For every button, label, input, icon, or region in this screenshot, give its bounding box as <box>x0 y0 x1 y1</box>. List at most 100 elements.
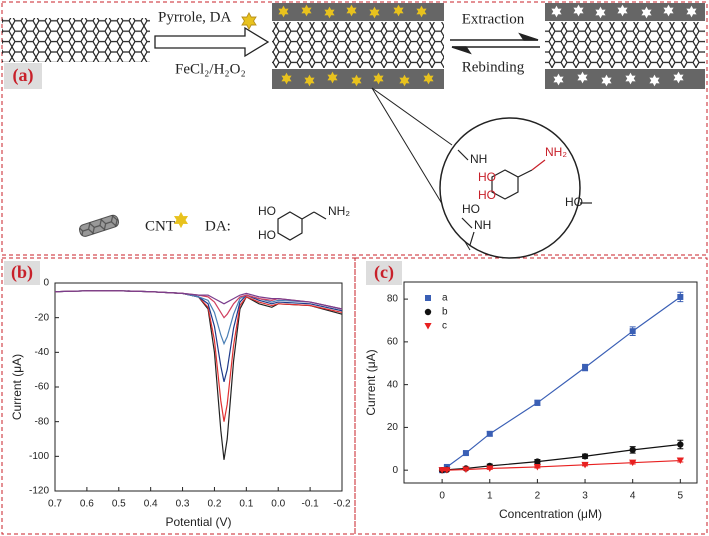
legend-label: c <box>442 321 447 332</box>
marker <box>676 457 684 465</box>
y-tick-label: 20 <box>387 422 399 433</box>
panel-frame <box>1 1 708 256</box>
x-tick-label: 3 <box>582 491 588 502</box>
legend-label: a <box>442 293 448 304</box>
legend-marker <box>424 308 432 316</box>
series-line <box>441 296 681 471</box>
marker <box>486 465 494 472</box>
marker <box>486 430 493 437</box>
plot-frame <box>403 281 698 484</box>
marker <box>581 453 589 460</box>
molecule-text: HO <box>258 204 276 218</box>
panel-label: (a) <box>13 65 34 86</box>
panel-frame <box>354 257 708 535</box>
legend-label: b <box>442 307 448 318</box>
x-axis-label: Potential (V) <box>165 515 231 529</box>
cnt-icon <box>78 214 120 237</box>
x-tick-label: 0.6 <box>80 499 94 510</box>
arrow <box>154 26 270 58</box>
x-tick-label: -0.1 <box>301 499 319 510</box>
x-tick-label: -0.2 <box>333 499 351 510</box>
x-tick-label: 4 <box>630 491 636 502</box>
x-tick-label: 0.1 <box>239 499 253 510</box>
y-tick-label: 60 <box>387 337 399 348</box>
zoom-text: HO <box>478 188 496 202</box>
panel-label-bg <box>366 261 402 285</box>
marker <box>582 364 589 371</box>
y-axis-label: Current (μA) <box>364 349 378 415</box>
series-line <box>54 290 343 422</box>
x-tick-label: 1 <box>487 491 493 502</box>
panel-label: (b) <box>11 262 33 283</box>
da-label: DA: <box>205 218 231 234</box>
legend-marker <box>424 323 432 330</box>
molecule-text: NH₂ <box>328 204 350 218</box>
marker <box>534 399 541 406</box>
marker <box>443 467 451 474</box>
reagents: Pyrrole, DA <box>158 9 231 25</box>
x-tick-label: 0.4 <box>144 499 158 510</box>
x-tick-label: 0 <box>439 491 445 502</box>
y-tick-label: -20 <box>35 312 50 323</box>
y-tick-label: -60 <box>35 382 50 393</box>
marker <box>534 458 541 465</box>
y-tick-label: -120 <box>29 486 49 497</box>
marker <box>462 466 470 474</box>
extracted-tube <box>545 3 705 89</box>
zoom-text: NH <box>470 152 487 166</box>
extraction: Extraction <box>462 11 525 27</box>
marker <box>629 328 636 335</box>
zoom-text: NH <box>474 218 491 232</box>
equilibrium-arrows <box>450 32 540 55</box>
polymer-layer <box>545 69 705 89</box>
dopamine <box>277 211 327 241</box>
marker <box>677 293 684 300</box>
series-line <box>54 290 343 310</box>
marker <box>438 467 446 474</box>
marker <box>629 459 637 467</box>
x-tick-label: 2 <box>535 491 541 502</box>
nanotube <box>272 22 444 68</box>
da-star <box>241 12 257 30</box>
y-tick-label: 0 <box>43 278 49 289</box>
cnt-label: CNT <box>145 218 175 234</box>
marker <box>581 461 589 469</box>
y-tick-label: 0 <box>392 465 398 476</box>
panel-label-bg <box>4 63 42 89</box>
rebinding: Rebinding <box>462 59 525 75</box>
y-tick-label: 40 <box>387 379 399 390</box>
zoom-text: NH₂ <box>545 145 567 159</box>
marker <box>629 446 636 454</box>
panel-frame <box>1 257 356 535</box>
oxidant: FeCl₂/H₂O₂ <box>175 61 246 77</box>
y-tick-label: -40 <box>35 347 50 358</box>
series-line <box>54 290 343 346</box>
y-tick-label: 80 <box>387 294 399 305</box>
zoom-structure <box>457 149 592 246</box>
marker <box>677 441 684 448</box>
legend-marker <box>425 295 431 301</box>
nanotube <box>2 18 150 62</box>
marker <box>462 450 469 457</box>
y-axis-label: Current (μA) <box>10 354 24 420</box>
x-tick-label: 0.2 <box>207 499 221 510</box>
zoom-text: HO <box>462 202 480 216</box>
nanotube <box>545 22 705 68</box>
polymer-layer <box>272 3 444 21</box>
zoom-text: HO <box>478 170 496 184</box>
x-tick-label: 5 <box>678 491 684 502</box>
imprinted-tube <box>272 3 444 89</box>
zoom-text: HO <box>565 195 583 209</box>
x-tick-label: 0.5 <box>112 499 126 510</box>
y-tick-label: -80 <box>35 416 50 427</box>
panel-label: (c) <box>374 262 394 283</box>
x-tick-label: 0.0 <box>271 499 285 510</box>
marker <box>533 463 541 471</box>
da-star <box>173 211 189 229</box>
series-line <box>54 290 343 460</box>
series-line <box>442 459 681 471</box>
x-tick-label: 0.3 <box>176 499 190 510</box>
y-tick-label: -100 <box>29 451 49 462</box>
x-axis-label: Concentration (μM) <box>499 507 602 521</box>
